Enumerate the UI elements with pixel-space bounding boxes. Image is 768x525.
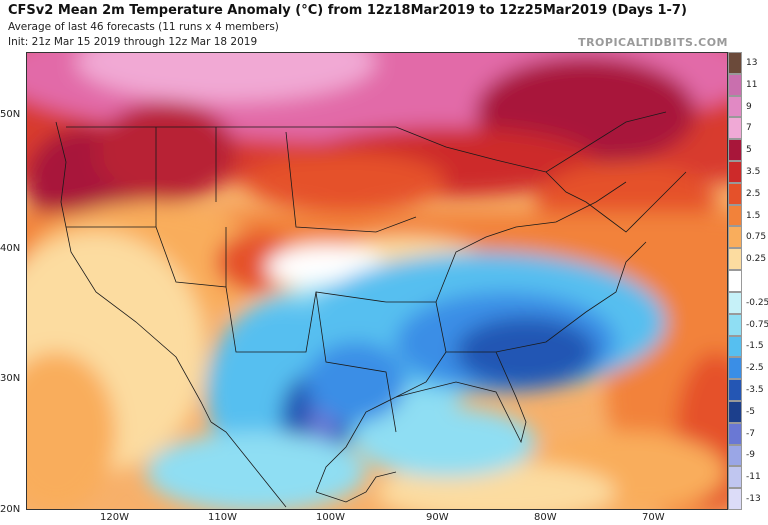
legend-entry: 7	[728, 117, 768, 140]
legend-swatch	[728, 161, 742, 183]
legend-swatch	[728, 291, 742, 314]
lon-label-70w: 70W	[642, 512, 665, 523]
legend-swatch	[728, 73, 742, 96]
legend-entry: -0.75	[728, 313, 768, 336]
legend-entry: -13	[728, 488, 768, 510]
lon-label-110w: 110W	[208, 512, 237, 523]
legend-swatch	[728, 182, 742, 205]
legend-label: 7	[746, 123, 752, 134]
lat-label-30n: 30N	[0, 373, 21, 384]
legend-label: 0.75	[746, 232, 767, 243]
anomaly-field	[26, 52, 728, 510]
lon-label-80w: 80W	[534, 512, 557, 523]
legend-label: -9	[746, 450, 755, 461]
legend-swatch	[728, 379, 742, 401]
legend-entry: 9	[728, 95, 768, 118]
legend-label: 13	[746, 57, 758, 68]
legend-label: 1.5	[746, 210, 761, 221]
legend-swatch	[728, 400, 742, 423]
legend-label: 9	[746, 101, 752, 112]
legend-entry: -2.5	[728, 357, 768, 380]
legend-entry: -0.25	[728, 291, 768, 314]
legend-label: -5	[746, 406, 755, 417]
lon-label-90w: 90W	[426, 512, 449, 523]
legend-swatch	[728, 488, 742, 510]
map-title: CFSv2 Mean 2m Temperature Anomaly (°C) f…	[8, 3, 687, 18]
legend-swatch	[728, 95, 742, 118]
legend-label: -2.5	[746, 363, 764, 374]
map-frame	[26, 52, 728, 510]
legend-entry: -1.5	[728, 335, 768, 358]
legend-entry: -5	[728, 400, 768, 423]
legend-swatch	[728, 466, 742, 489]
legend-label: 0.25	[746, 254, 767, 265]
legend-entry: -3.5	[728, 379, 768, 401]
legend-swatch	[728, 313, 742, 336]
legend-entry: 13	[728, 52, 768, 74]
legend-swatch	[728, 204, 742, 227]
legend-swatch	[728, 248, 742, 271]
legend-swatch	[728, 226, 742, 249]
legend-swatch	[728, 357, 742, 380]
coastlines-and-borders	[55, 111, 687, 508]
temperature-anomaly-map	[26, 52, 728, 510]
legend-entry: -9	[728, 444, 768, 467]
lon-label-120w: 120W	[100, 512, 129, 523]
legend-label: -0.75	[746, 319, 768, 330]
legend-entry: 3.5	[728, 161, 768, 183]
legend-entry: 11	[728, 73, 768, 96]
legend-label: -0.25	[746, 297, 768, 308]
lon-label-100w: 100W	[316, 512, 345, 523]
legend-entry: 2.5	[728, 182, 768, 205]
legend-label: -13	[746, 494, 761, 505]
legend-label: 3.5	[746, 166, 761, 177]
legend-swatch	[728, 52, 742, 74]
legend-label: -1.5	[746, 341, 764, 352]
legend-entry: 0.75	[728, 226, 768, 249]
legend-entry: -11	[728, 466, 768, 489]
lat-label-20n: 20N	[0, 504, 21, 515]
legend-label: -3.5	[746, 385, 764, 396]
legend-entry: 1.5	[728, 204, 768, 227]
legend-swatch	[728, 422, 742, 445]
legend-entry: -7	[728, 422, 768, 445]
legend-label: -7	[746, 428, 755, 439]
legend-label: 2.5	[746, 188, 761, 199]
legend-entry: 5	[728, 139, 768, 162]
legend-swatch	[728, 270, 742, 292]
legend-swatch	[728, 117, 742, 140]
legend-swatch	[728, 335, 742, 358]
map-subtitle-init: Init: 21z Mar 15 2019 through 12z Mar 18…	[8, 36, 258, 48]
legend-swatch	[728, 139, 742, 162]
legend-label: 11	[746, 79, 758, 90]
legend-label: 5	[746, 145, 752, 156]
legend-entry	[728, 270, 768, 292]
brand-watermark[interactable]: TROPICALTIDBITS.COM	[578, 36, 728, 49]
map-subtitle-forecasts: Average of last 46 forecasts (11 runs x …	[8, 21, 279, 33]
color-scale-legend: 13 11 9 7 5 3.5 2.5 1.5 0.75 0.25 -0.25 -0.75 -1.5 -2…	[728, 52, 768, 510]
legend-entry: 0.25	[728, 248, 768, 271]
lat-label-50n: 50N	[0, 109, 21, 120]
legend-label: -11	[746, 472, 761, 483]
header: CFSv2 Mean 2m Temperature Anomaly (°C) f…	[0, 0, 768, 52]
legend-swatch	[728, 444, 742, 467]
lat-label-40n: 40N	[0, 243, 21, 254]
